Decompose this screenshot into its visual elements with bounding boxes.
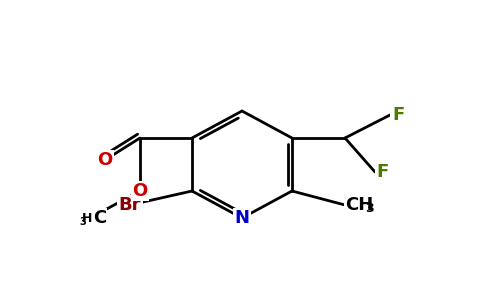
Text: F: F: [377, 163, 389, 181]
Text: Br: Br: [119, 196, 141, 214]
Text: 3: 3: [79, 217, 86, 227]
Text: C: C: [93, 209, 106, 227]
Text: 3: 3: [365, 202, 374, 215]
Text: N: N: [235, 209, 249, 227]
Text: H: H: [82, 212, 92, 224]
Text: O: O: [97, 151, 113, 169]
Text: O: O: [133, 182, 148, 200]
Text: CH: CH: [345, 196, 373, 214]
Text: F: F: [392, 106, 404, 124]
